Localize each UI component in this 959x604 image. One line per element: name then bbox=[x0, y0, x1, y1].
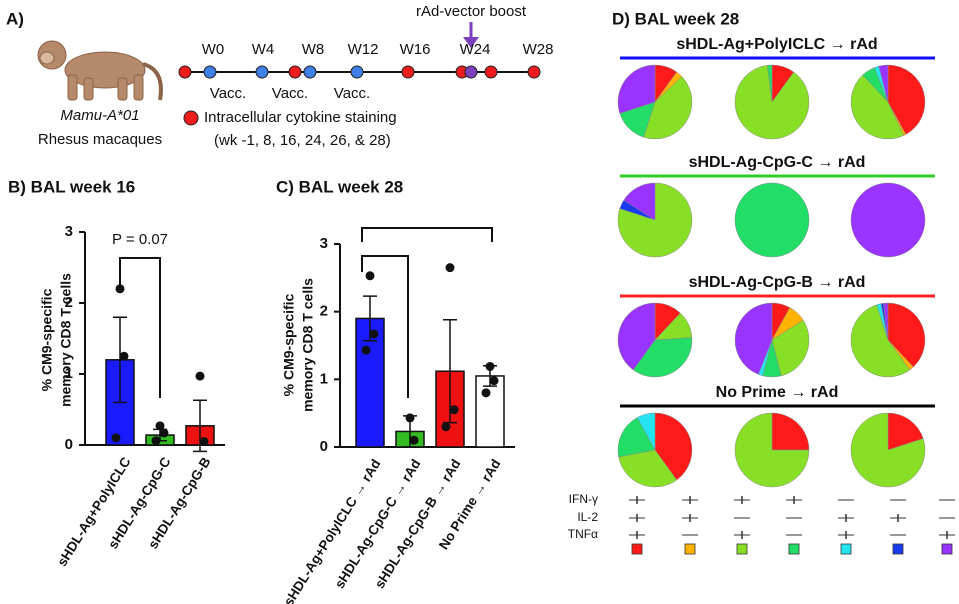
pie-slice bbox=[636, 412, 656, 451]
week-label: W0 bbox=[202, 41, 225, 58]
legend-row-label: IL-2 bbox=[577, 510, 598, 524]
pie-slice bbox=[887, 302, 926, 368]
legend-dot bbox=[183, 110, 199, 126]
pie-slice bbox=[850, 304, 911, 378]
chart-title: B) BAL week 16 bbox=[8, 177, 135, 196]
legend-swatch bbox=[684, 543, 696, 555]
data-point bbox=[405, 413, 415, 423]
pie-slice bbox=[878, 64, 889, 103]
y-axis-label: % CM9-specific bbox=[281, 293, 297, 396]
legend-row-label: TNFα bbox=[568, 527, 598, 541]
data-point bbox=[119, 351, 129, 361]
animal: Rhesus macaques bbox=[38, 131, 162, 148]
group-title: No Prime → rAd bbox=[716, 384, 839, 401]
species: Mamu-A*01 bbox=[60, 107, 139, 124]
week-label: W8 bbox=[302, 41, 325, 58]
vacc-label: Vacc. bbox=[210, 85, 246, 102]
pie-slice bbox=[617, 417, 656, 458]
boost-label: rAd-vector boost bbox=[416, 3, 527, 20]
chart-title: D) BAL week 28 bbox=[612, 9, 739, 28]
pie-slice bbox=[883, 302, 889, 341]
pie-slice bbox=[850, 74, 905, 140]
data-point bbox=[441, 422, 451, 432]
data-point bbox=[409, 435, 419, 445]
data-point bbox=[361, 345, 371, 355]
y-tick-label: 2 bbox=[65, 294, 73, 311]
legend-swatch bbox=[631, 543, 643, 555]
monkey-icon bbox=[37, 40, 163, 101]
data-point bbox=[369, 329, 379, 339]
pie-slice bbox=[617, 64, 656, 114]
pie-slice bbox=[771, 412, 810, 451]
data-point bbox=[365, 271, 375, 281]
pie-slice bbox=[654, 412, 693, 481]
vacc-label: Vacc. bbox=[334, 85, 370, 102]
week-label: W24 bbox=[460, 41, 491, 58]
data-point bbox=[449, 405, 459, 415]
legend-detail: (wk -1, 8, 16, 24, 26, & 28) bbox=[214, 132, 391, 149]
significance-bracket bbox=[119, 257, 161, 398]
pie-slice bbox=[887, 412, 924, 451]
group-title: sHDL-Ag+PolyICLC → rAd bbox=[676, 36, 877, 53]
data-point bbox=[159, 428, 169, 438]
x-tick-label: sHDL-Ag+PolyICLC bbox=[54, 454, 133, 569]
data-point bbox=[489, 376, 499, 386]
data-point bbox=[199, 436, 209, 446]
y-tick-label: 3 bbox=[320, 235, 328, 252]
data-point bbox=[155, 421, 165, 431]
pie-slice bbox=[618, 449, 678, 488]
data-point bbox=[445, 263, 455, 273]
vacc-label: Vacc. bbox=[272, 85, 308, 102]
pie-slice bbox=[850, 182, 926, 258]
legend-text: Intracellular cytokine staining bbox=[204, 109, 397, 126]
pie-slice bbox=[623, 182, 656, 221]
pie-slice bbox=[734, 412, 810, 488]
pie-slice bbox=[850, 412, 926, 488]
week-label: W16 bbox=[400, 41, 431, 58]
y-axis-label: % CM9-specific bbox=[39, 288, 55, 391]
annotation: P = 0.07 bbox=[112, 231, 168, 248]
pie-slice bbox=[734, 65, 810, 140]
legend-swatch bbox=[840, 543, 852, 555]
pie-slice bbox=[887, 64, 926, 135]
legend-row-label: IFN-γ bbox=[569, 492, 598, 506]
error-bar bbox=[113, 316, 127, 404]
pie-slice bbox=[632, 337, 693, 378]
y-tick-label: 1 bbox=[320, 370, 328, 387]
week-label: W4 bbox=[252, 41, 275, 58]
y-tick-label: 2 bbox=[320, 303, 328, 320]
pie-slice bbox=[734, 302, 773, 375]
group-title: sHDL-Ag-CpG-B → rAd bbox=[689, 274, 866, 291]
data-point bbox=[485, 361, 495, 371]
y-tick-label: 0 bbox=[65, 436, 73, 453]
y-tick-label: 3 bbox=[65, 223, 73, 240]
data-point bbox=[111, 433, 121, 443]
data-point bbox=[481, 388, 491, 398]
boost-arrowhead bbox=[463, 37, 479, 48]
y-axis-label: memory CD8 T cells bbox=[58, 273, 74, 407]
panel-label: A) bbox=[6, 9, 24, 28]
y-tick-label: 1 bbox=[65, 365, 73, 382]
significance-bracket bbox=[361, 255, 409, 398]
pie-slice bbox=[643, 76, 693, 140]
timeline-dots bbox=[178, 65, 541, 79]
significance-bracket bbox=[361, 227, 493, 242]
y-tick-label: 0 bbox=[320, 438, 328, 455]
pie-slice bbox=[617, 302, 656, 371]
data-point bbox=[151, 436, 161, 446]
y-axis-label: memory CD8 T cells bbox=[300, 278, 316, 412]
group-title: sHDL-Ag-CpG-C → rAd bbox=[689, 154, 866, 171]
pie-slice bbox=[771, 319, 810, 377]
week-label: W12 bbox=[348, 41, 379, 58]
legend-swatch bbox=[941, 543, 953, 555]
week-label: W28 bbox=[523, 41, 554, 58]
pie-slice bbox=[767, 64, 773, 103]
chart-title: C) BAL week 28 bbox=[276, 177, 403, 196]
legend-swatch bbox=[892, 543, 904, 555]
legend-swatch bbox=[736, 543, 748, 555]
data-point bbox=[195, 371, 205, 381]
legend-swatch bbox=[788, 543, 800, 555]
pie-slice bbox=[734, 182, 810, 258]
